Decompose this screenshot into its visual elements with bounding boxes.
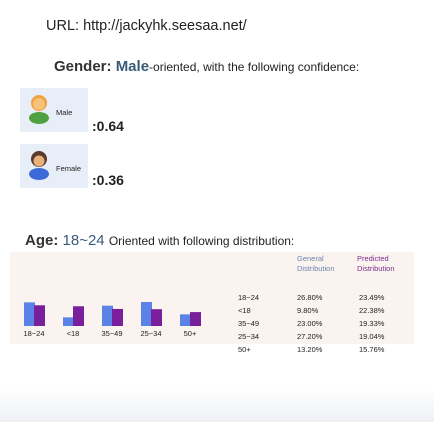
row-predicted: 19.04% bbox=[359, 332, 385, 341]
bar-predicted bbox=[73, 306, 84, 326]
row-age: 18~24 bbox=[238, 293, 260, 302]
row-general: 27.20% bbox=[297, 332, 323, 341]
gender-rest: -oriented, with the following confidence… bbox=[149, 60, 360, 74]
x-tick-label: 18~24 bbox=[23, 329, 44, 338]
row-general: 26.80% bbox=[297, 293, 323, 302]
gender-value: Male bbox=[115, 58, 150, 75]
bar-predicted bbox=[112, 308, 123, 326]
row-predicted: 23.49% bbox=[359, 293, 385, 302]
url-line: URL: http://jackyhk.seesaa.net/ bbox=[46, 18, 247, 34]
bar-predicted bbox=[34, 305, 45, 326]
table-row: 50+ 13.20% 15.76% bbox=[226, 344, 416, 355]
table-row: 35~49 23.00% 19.33% bbox=[226, 318, 416, 329]
bar-predicted bbox=[151, 309, 162, 326]
row-age: 25~34 bbox=[238, 332, 260, 341]
general-header-line2: Distribution bbox=[297, 264, 335, 273]
table-row: 25~34 27.20% 19.04% bbox=[226, 331, 416, 342]
row-predicted: 19.33% bbox=[359, 319, 385, 328]
age-line: Age: 18~24 Oriented with following distr… bbox=[25, 232, 294, 249]
bar-general bbox=[24, 302, 35, 326]
age-value: 18~24 bbox=[62, 232, 105, 249]
age-rest: Oriented with following distribution: bbox=[108, 234, 295, 248]
gender-label: Gender: bbox=[54, 58, 112, 75]
x-tick-label: 25~34 bbox=[140, 329, 161, 338]
male-label: Male bbox=[56, 108, 73, 117]
male-score: :0.64 bbox=[92, 118, 124, 134]
row-predicted: 22.38% bbox=[359, 306, 385, 315]
table-row: <18 9.80% 22.38% bbox=[226, 305, 416, 316]
row-predicted: 15.76% bbox=[359, 345, 385, 354]
gender-line: Gender: Male-oriented, with the followin… bbox=[54, 58, 359, 75]
predicted-header-line2: Distribution bbox=[357, 264, 395, 273]
male-person-icon bbox=[29, 95, 49, 124]
row-age: <18 bbox=[238, 306, 251, 315]
x-tick-label: 35~49 bbox=[101, 329, 122, 338]
row-age: 35~49 bbox=[238, 319, 260, 328]
predicted-header-line1: Predicted bbox=[357, 254, 389, 263]
row-general: 9.80% bbox=[297, 306, 319, 315]
male-card: Male bbox=[20, 88, 88, 132]
table-row: 18~24 26.80% 23.49% bbox=[226, 292, 416, 303]
general-header-line1: General bbox=[297, 254, 324, 263]
female-score: :0.36 bbox=[92, 172, 124, 188]
x-tick-label: 50+ bbox=[184, 329, 197, 338]
female-card: Female bbox=[20, 144, 88, 188]
bar-general bbox=[102, 305, 113, 326]
bar-predicted bbox=[190, 312, 201, 326]
row-general: 13.20% bbox=[297, 345, 323, 354]
row-general: 23.00% bbox=[297, 319, 323, 328]
age-label: Age: bbox=[25, 232, 59, 249]
female-label: Female bbox=[56, 164, 82, 173]
bar-general bbox=[180, 314, 191, 326]
age-panel: 18~24 <18 35~49 25~34 50+ bbox=[10, 252, 414, 344]
bar-general bbox=[141, 302, 152, 326]
row-age: 50+ bbox=[238, 345, 251, 354]
bar-general bbox=[63, 317, 74, 326]
predicted-header: Predicted Distribution bbox=[357, 254, 395, 274]
age-distribution-chart: 18~24 <18 35~49 25~34 50+ bbox=[23, 302, 201, 338]
general-header: General Distribution bbox=[297, 254, 335, 274]
x-tick-label: <18 bbox=[67, 329, 80, 338]
female-person-icon bbox=[29, 151, 49, 180]
